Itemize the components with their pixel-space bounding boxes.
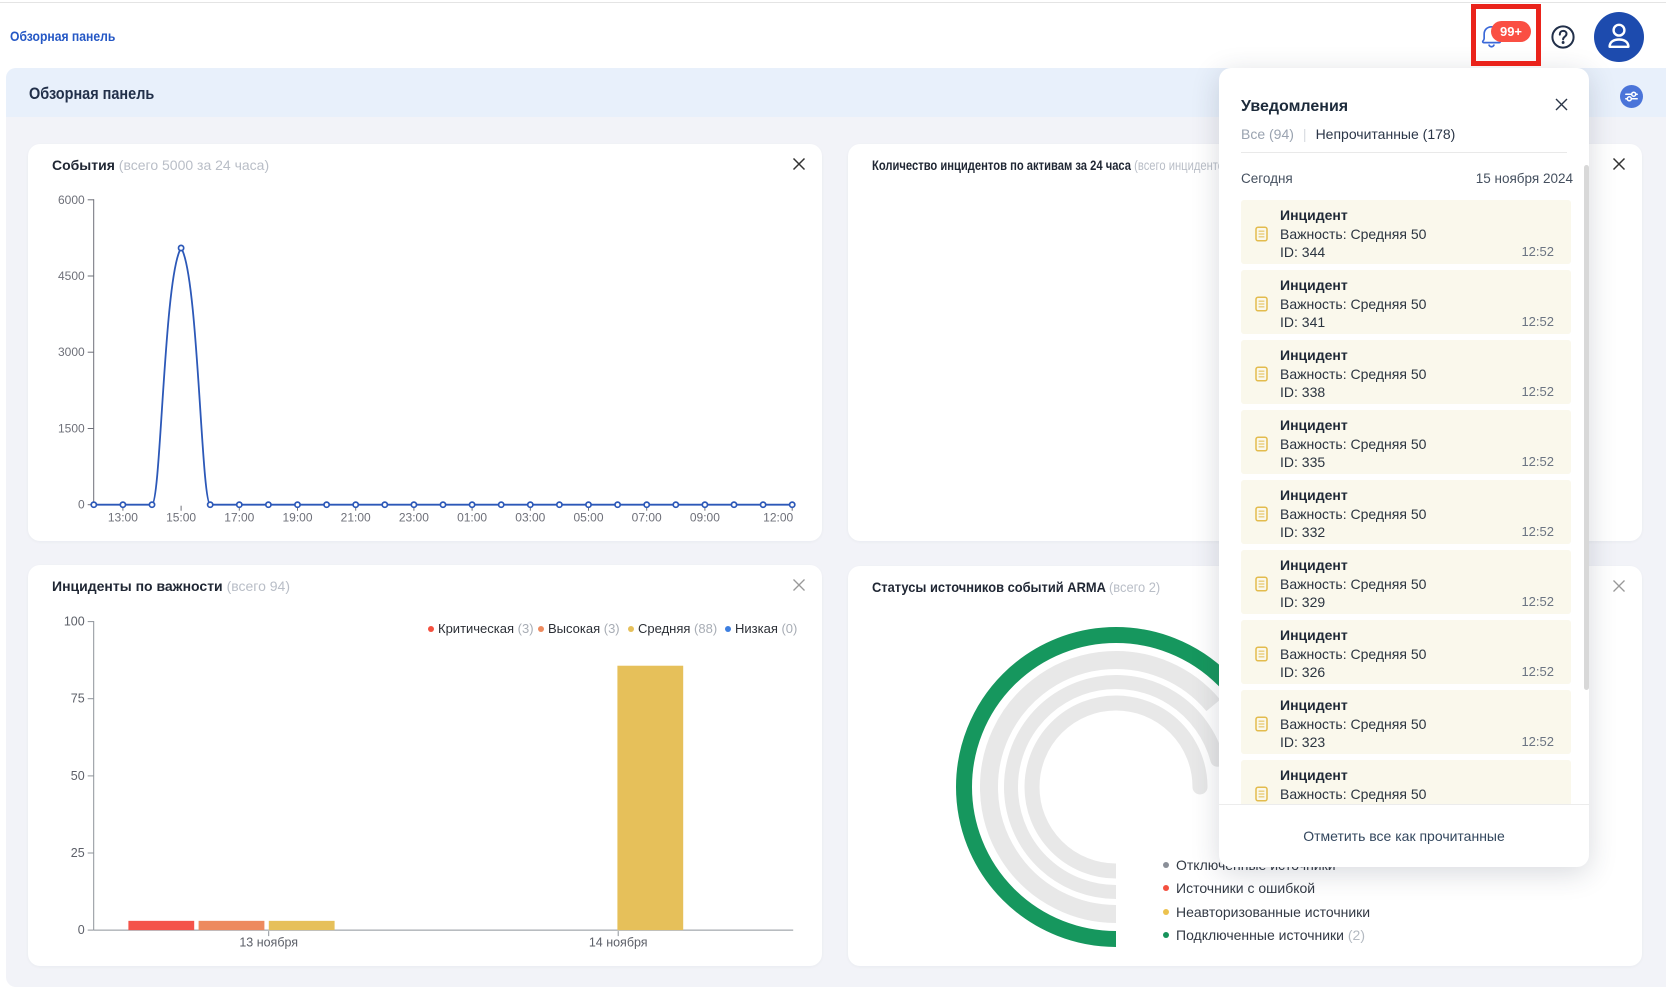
svg-text:05:00: 05:00 — [573, 511, 603, 525]
svg-text:21:00: 21:00 — [341, 511, 371, 525]
svg-text:50: 50 — [71, 769, 85, 783]
svg-text:6000: 6000 — [58, 193, 85, 207]
svg-text:0: 0 — [78, 923, 85, 937]
svg-text:23:00: 23:00 — [399, 511, 429, 525]
svg-text:0: 0 — [78, 498, 85, 512]
svg-text:12:00: 12:00 — [763, 511, 793, 525]
svg-text:4500: 4500 — [58, 269, 85, 283]
svg-text:3000: 3000 — [58, 345, 85, 359]
svg-text:14 ноября: 14 ноября — [589, 936, 648, 950]
svg-text:03:00: 03:00 — [515, 511, 545, 525]
svg-text:100: 100 — [64, 615, 85, 629]
svg-text:09:00: 09:00 — [690, 511, 720, 525]
svg-text:1500: 1500 — [58, 422, 85, 436]
svg-text:13:00: 13:00 — [108, 511, 138, 525]
svg-text:17:00: 17:00 — [224, 511, 254, 525]
svg-text:75: 75 — [71, 692, 85, 706]
svg-text:25: 25 — [71, 846, 85, 860]
svg-text:07:00: 07:00 — [632, 511, 662, 525]
svg-text:01:00: 01:00 — [457, 511, 487, 525]
svg-text:19:00: 19:00 — [282, 511, 312, 525]
svg-text:15:00: 15:00 — [166, 511, 196, 525]
svg-text:13 ноября: 13 ноября — [239, 936, 298, 950]
